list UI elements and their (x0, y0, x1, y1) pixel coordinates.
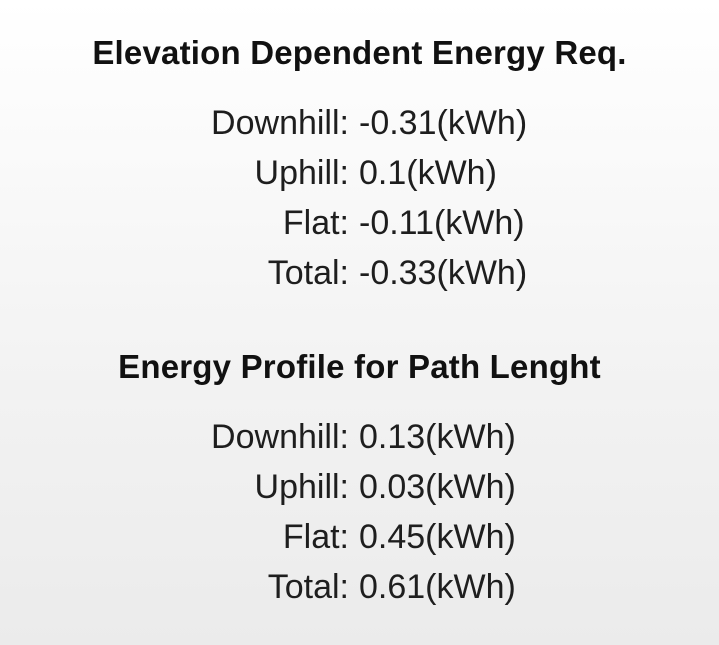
elevation-energy-section: Elevation Dependent Energy Req. Downhill… (0, 30, 719, 298)
path-uphill-label: Uphill: (254, 468, 349, 506)
path-total-row: Total: 0.61(kWh) (0, 562, 719, 612)
elevation-uphill-row: Uphill: 0.1(kWh) (0, 148, 719, 198)
path-flat-value: 0.45(kWh) (359, 518, 516, 556)
path-flat-row: Flat: 0.45(kWh) (0, 512, 719, 562)
elevation-flat-row: Flat: -0.11(kWh) (0, 198, 719, 248)
path-uphill-row: Uphill: 0.03(kWh) (0, 462, 719, 512)
path-total-label: Total: (267, 568, 349, 606)
path-energy-section: Energy Profile for Path Lenght Downhill:… (0, 344, 719, 612)
path-energy-title: Energy Profile for Path Lenght (118, 348, 601, 385)
elevation-downhill-label: Downhill: (211, 104, 349, 142)
elevation-downhill-row: Downhill: -0.31(kWh) (0, 98, 719, 148)
elevation-total-label: Total: (267, 254, 349, 292)
elevation-energy-title: Elevation Dependent Energy Req. (92, 34, 627, 71)
path-energy-rows: Downhill: 0.13(kWh) Uphill: 0.03(kWh) Fl… (0, 412, 719, 612)
elevation-uphill-value: 0.1(kWh) (359, 154, 497, 192)
path-total-value: 0.61(kWh) (359, 568, 516, 606)
elevation-flat-label: Flat: (282, 204, 349, 242)
elevation-flat-value: -0.11(kWh) (359, 204, 525, 242)
path-flat-label: Flat: (282, 518, 349, 556)
elevation-energy-rows: Downhill: -0.31(kWh) Uphill: 0.1(kWh) Fl… (0, 98, 719, 298)
path-downhill-row: Downhill: 0.13(kWh) (0, 412, 719, 462)
elevation-total-value: -0.33(kWh) (359, 254, 528, 292)
elevation-total-row: Total: -0.33(kWh) (0, 248, 719, 298)
path-downhill-label: Downhill: (211, 418, 349, 456)
elevation-uphill-label: Uphill: (254, 154, 349, 192)
elevation-downhill-value: -0.31(kWh) (359, 104, 528, 142)
path-uphill-value: 0.03(kWh) (359, 468, 516, 506)
path-downhill-value: 0.13(kWh) (359, 418, 516, 456)
